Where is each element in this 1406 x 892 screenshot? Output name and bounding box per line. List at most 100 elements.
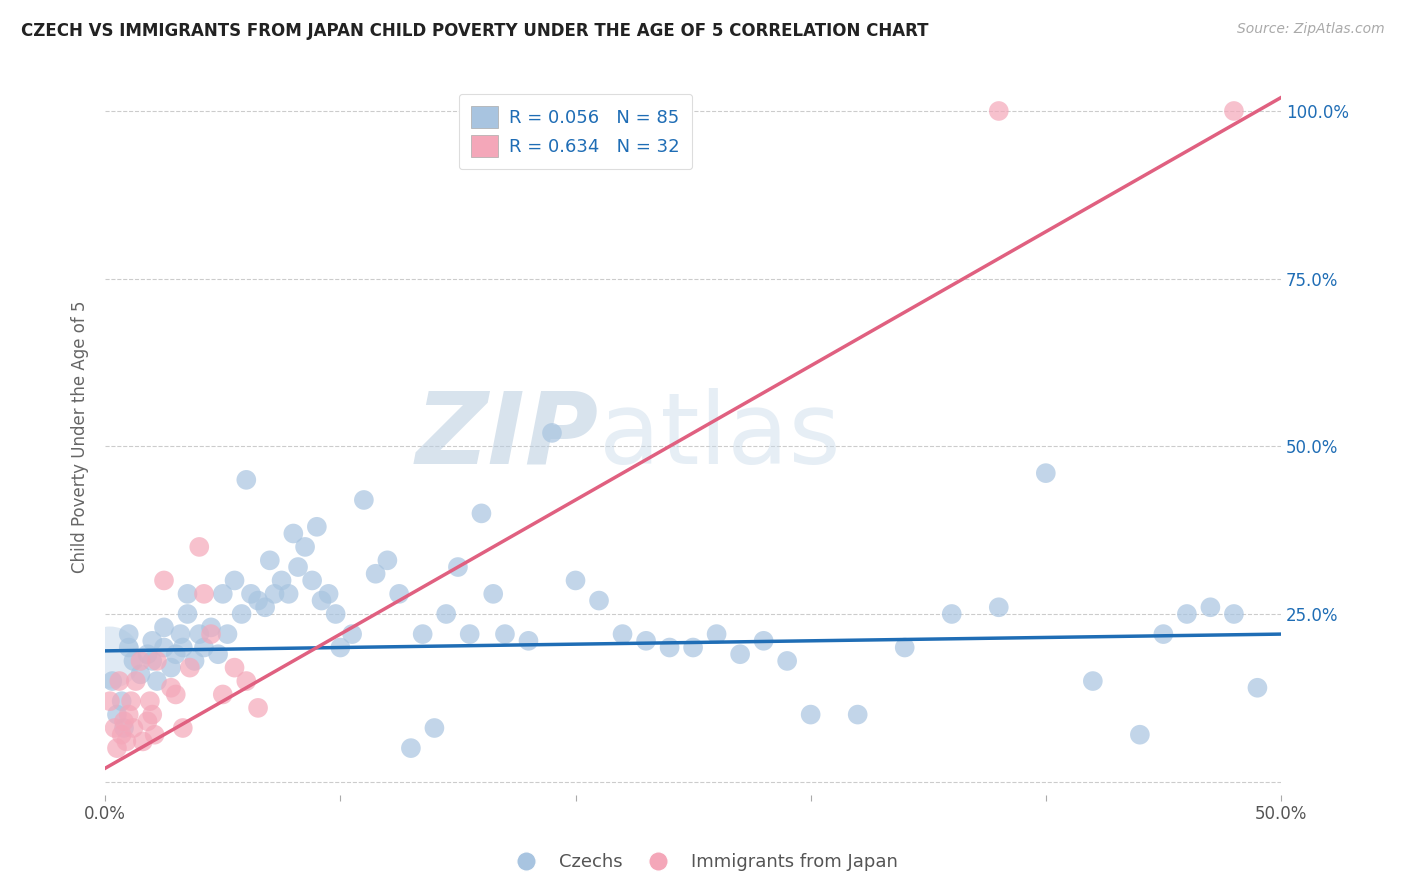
Point xyxy=(564,574,586,588)
Point xyxy=(111,694,134,708)
Point xyxy=(846,707,869,722)
Text: atlas: atlas xyxy=(599,388,841,484)
Point xyxy=(176,607,198,621)
Point xyxy=(399,741,422,756)
Text: Source: ZipAtlas.com: Source: ZipAtlas.com xyxy=(1237,22,1385,37)
Point xyxy=(183,654,205,668)
Point xyxy=(188,627,211,641)
Point xyxy=(588,593,610,607)
Point xyxy=(1129,728,1152,742)
Point xyxy=(1246,681,1268,695)
Point xyxy=(325,607,347,621)
Point xyxy=(112,714,135,729)
Point xyxy=(270,574,292,588)
Point xyxy=(235,674,257,689)
Point xyxy=(200,620,222,634)
Point xyxy=(893,640,915,655)
Point xyxy=(200,627,222,641)
Point xyxy=(125,674,148,689)
Point xyxy=(364,566,387,581)
Point xyxy=(153,640,176,655)
Point xyxy=(172,640,194,655)
Text: ZIP: ZIP xyxy=(416,388,599,484)
Point xyxy=(458,627,481,641)
Point xyxy=(658,640,681,655)
Point xyxy=(1035,466,1057,480)
Point xyxy=(122,721,145,735)
Point xyxy=(277,587,299,601)
Point xyxy=(1223,103,1246,118)
Point xyxy=(105,707,128,722)
Point xyxy=(211,587,233,601)
Point xyxy=(101,674,124,689)
Point xyxy=(412,627,434,641)
Point xyxy=(115,734,138,748)
Point xyxy=(941,607,963,621)
Point xyxy=(294,540,316,554)
Point xyxy=(254,600,277,615)
Point xyxy=(1175,607,1198,621)
Point xyxy=(120,694,142,708)
Point xyxy=(98,650,121,665)
Point xyxy=(118,627,141,641)
Point xyxy=(800,707,823,722)
Point xyxy=(224,660,246,674)
Point xyxy=(318,587,340,601)
Point xyxy=(470,507,492,521)
Point xyxy=(224,574,246,588)
Point xyxy=(111,728,134,742)
Point xyxy=(129,667,152,681)
Point xyxy=(682,640,704,655)
Point xyxy=(447,560,470,574)
Point xyxy=(176,587,198,601)
Point xyxy=(1199,600,1222,615)
Point xyxy=(311,593,333,607)
Point xyxy=(434,607,457,621)
Point xyxy=(340,627,363,641)
Point xyxy=(141,633,163,648)
Legend: R = 0.056   N = 85, R = 0.634   N = 32: R = 0.056 N = 85, R = 0.634 N = 32 xyxy=(458,94,692,169)
Point xyxy=(160,660,183,674)
Point xyxy=(188,540,211,554)
Point xyxy=(165,647,187,661)
Point xyxy=(377,553,399,567)
Point xyxy=(1152,627,1174,641)
Point xyxy=(987,103,1010,118)
Point xyxy=(118,707,141,722)
Point xyxy=(541,425,564,440)
Point xyxy=(301,574,323,588)
Point xyxy=(987,600,1010,615)
Point xyxy=(287,560,309,574)
Point xyxy=(634,633,657,648)
Point xyxy=(112,721,135,735)
Point xyxy=(247,593,270,607)
Point xyxy=(136,647,159,661)
Point xyxy=(141,707,163,722)
Point xyxy=(240,587,263,601)
Point xyxy=(132,734,155,748)
Point xyxy=(141,654,163,668)
Point xyxy=(247,701,270,715)
Point xyxy=(118,640,141,655)
Point xyxy=(423,721,446,735)
Point xyxy=(353,492,375,507)
Point xyxy=(329,640,352,655)
Point xyxy=(98,694,121,708)
Point xyxy=(165,688,187,702)
Point xyxy=(211,688,233,702)
Point xyxy=(146,654,169,668)
Point xyxy=(283,526,305,541)
Point xyxy=(139,694,162,708)
Point xyxy=(104,721,127,735)
Point xyxy=(776,654,799,668)
Y-axis label: Child Poverty Under the Age of 5: Child Poverty Under the Age of 5 xyxy=(72,300,89,573)
Point xyxy=(706,627,728,641)
Text: CZECH VS IMMIGRANTS FROM JAPAN CHILD POVERTY UNDER THE AGE OF 5 CORRELATION CHAR: CZECH VS IMMIGRANTS FROM JAPAN CHILD POV… xyxy=(21,22,928,40)
Point xyxy=(160,681,183,695)
Point xyxy=(612,627,634,641)
Point xyxy=(169,627,191,641)
Point xyxy=(305,520,328,534)
Point xyxy=(259,553,281,567)
Point xyxy=(1081,674,1104,689)
Point xyxy=(108,674,131,689)
